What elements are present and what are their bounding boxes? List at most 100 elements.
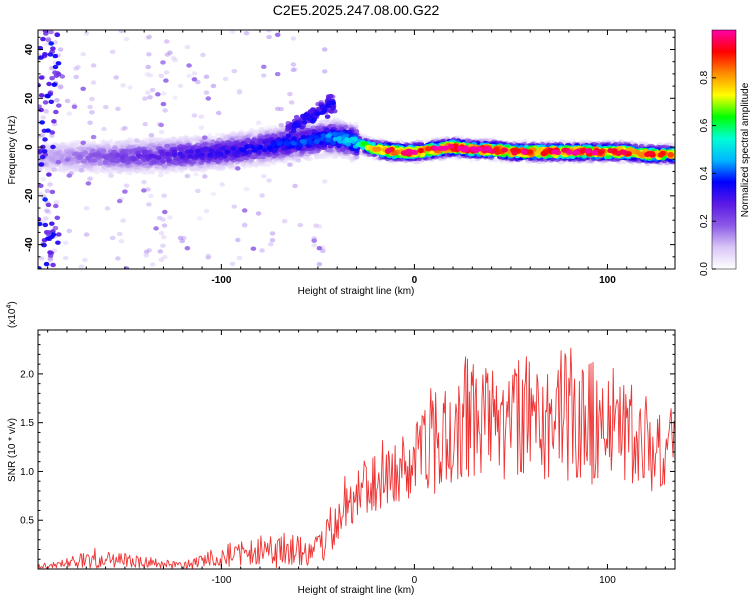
spectrogram-cell — [161, 193, 167, 198]
spectrogram-cell — [325, 119, 331, 125]
spectrogram-cell — [109, 235, 116, 241]
spectrogram-cell — [287, 162, 293, 167]
spectrogram-cell — [170, 55, 177, 61]
spectrogram-cell — [149, 153, 155, 158]
spectrogram-cell — [122, 189, 128, 194]
spectrogram-cell — [220, 146, 226, 151]
spectrogram-cell — [48, 99, 55, 105]
spectrogram-cell — [55, 159, 62, 165]
spectrogram-cell — [80, 86, 86, 92]
spectrogram-cell — [162, 108, 168, 113]
spectrogram-cell — [87, 176, 93, 181]
spectrogram-cell — [142, 122, 148, 127]
spectrogram-cell — [136, 160, 142, 165]
spectrogram-cell — [54, 215, 61, 220]
spectrogram-cell — [51, 82, 58, 87]
spectrogram-cell — [40, 177, 46, 182]
spectrogram-cell — [203, 90, 210, 95]
spectrogram-cell — [53, 203, 59, 209]
spectrogram-cell — [145, 64, 151, 70]
spectrogram-cell — [163, 39, 170, 44]
spectrogram-cell — [203, 208, 210, 214]
spectrogram-cell — [318, 153, 325, 158]
spectrogram-cell — [187, 154, 193, 159]
spectrogram-cell — [41, 243, 47, 248]
spectrogram-cell — [266, 30, 272, 33]
spectrogram-cell — [188, 149, 194, 154]
spectrogram-cell — [46, 172, 52, 177]
spectrogram-cell — [241, 208, 248, 213]
spectrogram-cell — [146, 202, 152, 207]
spectrogram-cell — [160, 101, 167, 107]
spectrogram-cell — [172, 95, 178, 100]
spectrogram-cell — [196, 216, 203, 221]
spectrogram-cell — [151, 144, 157, 150]
spectrogram-cell — [80, 159, 87, 164]
spectrogram-cell — [299, 139, 306, 144]
spectrogram-cell — [80, 52, 86, 57]
spectrogram-cell — [47, 182, 53, 187]
spectrogram-cells — [38, 30, 675, 269]
spectrogram-cell — [45, 202, 52, 208]
spectrogram-cell — [171, 152, 178, 157]
spectrogram-cell — [57, 85, 64, 90]
spectrogram-cell — [255, 211, 262, 216]
spectrogram-cell — [229, 261, 236, 267]
spectrogram-cell — [198, 152, 205, 157]
spectrogram-cell — [66, 111, 73, 116]
spectrogram-cell — [71, 151, 78, 157]
spectrogram-cell — [165, 151, 171, 157]
spectrogram-cell — [151, 159, 158, 164]
spectrogram-cell — [259, 248, 265, 253]
spectrogram-cell — [330, 105, 336, 111]
spectrogram-cell — [116, 198, 123, 204]
spectrogram-cell — [97, 161, 103, 166]
spectrogram-cell — [165, 157, 172, 162]
spectrogram-cell — [210, 83, 217, 89]
spectrogram-cell — [236, 255, 243, 261]
spectrogram-cell — [163, 70, 170, 75]
spectrogram-cell — [160, 158, 166, 164]
spectrogram-cell — [156, 215, 163, 221]
spectrogram-cell — [281, 219, 288, 224]
spectrogram-cell — [191, 71, 198, 76]
spectrogram-cell — [288, 100, 295, 105]
spectrogram-cell — [321, 69, 328, 74]
spectrogram-cell — [325, 133, 332, 138]
spectrogram-cell — [292, 183, 298, 189]
spectrogram-cell — [207, 152, 213, 157]
spectrogram-cell — [255, 120, 262, 126]
spectrogram-cell — [200, 52, 206, 58]
spectrogram-cell — [118, 30, 125, 34]
spectrogram-cell — [230, 146, 237, 151]
spectrogram-cell — [149, 87, 156, 93]
figure-title: C2E5.2025.247.08.00.G22 — [273, 2, 440, 18]
spectrogram-cell — [161, 235, 167, 240]
spectrogram-cell — [48, 30, 54, 35]
spectrogram-cell — [261, 174, 267, 179]
spectrogram-cell — [158, 122, 164, 128]
spectrogram-cell — [90, 134, 97, 140]
spectrogram-cell — [49, 157, 55, 162]
spectrogram-cell — [114, 153, 121, 158]
spectrogram-cell — [141, 188, 147, 193]
spectrogram-cell — [41, 149, 48, 154]
spectrogram-cell — [43, 42, 50, 47]
spectrogram-cell — [324, 114, 331, 119]
spectrogram-cell — [205, 255, 212, 260]
spectrogram-cell — [235, 237, 241, 243]
spectrogram-cell — [52, 53, 59, 59]
spectrogram-cell — [66, 173, 73, 178]
spectrogram-cell — [109, 49, 116, 54]
spectrogram-cell — [319, 104, 326, 109]
spectrogram-cell — [158, 129, 165, 135]
spectrogram-cell — [219, 182, 225, 187]
spectrogram-cell — [43, 216, 49, 221]
spectrogram-cell — [122, 125, 128, 131]
spectrogram-cell — [186, 73, 192, 79]
spectrogram-cell — [55, 240, 61, 245]
spectrogram-cell — [158, 172, 164, 178]
spectrogram-cell — [80, 140, 86, 145]
spectrogram-cell — [295, 158, 302, 163]
spectrogram-cell — [292, 123, 298, 129]
